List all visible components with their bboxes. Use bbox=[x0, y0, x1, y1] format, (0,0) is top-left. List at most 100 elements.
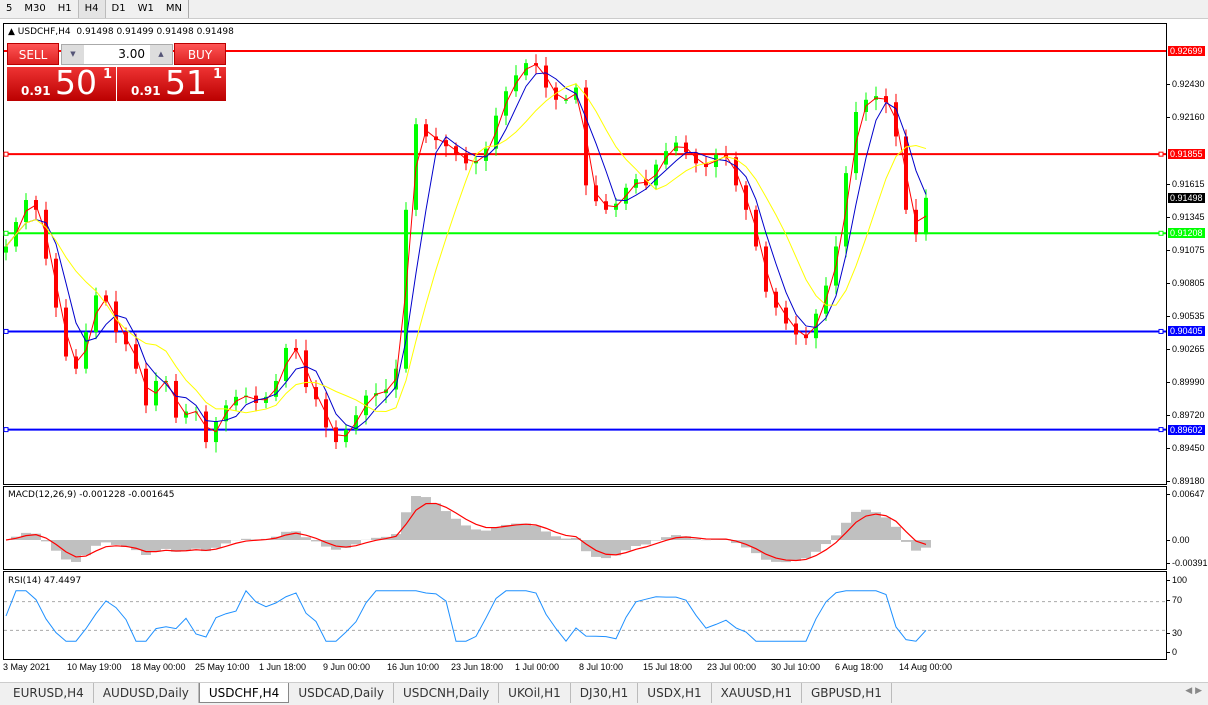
price-tick: 0.91075 bbox=[1166, 244, 1205, 255]
macd-histogram-bar bbox=[241, 538, 251, 540]
macd-histogram-bar bbox=[291, 531, 301, 540]
macd-histogram-bar bbox=[51, 540, 61, 551]
sell-price-sup: 1 bbox=[103, 67, 113, 82]
macd-histogram-bar bbox=[331, 540, 341, 550]
sell-price-big: 50 bbox=[55, 67, 97, 101]
macd-histogram-bar bbox=[111, 540, 121, 545]
macd-histogram-bar bbox=[821, 540, 831, 545]
macd-histogram-bar bbox=[891, 526, 901, 540]
rsi-tick: 70 bbox=[1165, 595, 1183, 605]
tab-eurusd-h4[interactable]: EURUSD,H4 bbox=[4, 683, 94, 703]
macd-histogram-bar bbox=[411, 496, 421, 540]
time-tick: 18 May 00:00 bbox=[131, 662, 186, 672]
line-handle bbox=[1158, 230, 1164, 236]
price-tick: 0.90805 bbox=[1166, 277, 1205, 288]
lot-size-stepper[interactable]: ▼ 3.00 ▲ bbox=[61, 44, 173, 65]
tf-h1[interactable]: H1 bbox=[57, 3, 72, 14]
line-price-tag: 0.92699 bbox=[1168, 46, 1205, 56]
tab-scroll-arrows-icon[interactable]: ◀ ▶ bbox=[1185, 686, 1202, 696]
chart-tabs: EURUSD,H4 AUDUSD,Daily USDCHF,H4 USDCAD,… bbox=[0, 682, 1208, 705]
lot-increase-icon[interactable]: ▲ bbox=[150, 45, 172, 64]
macd-histogram-bar bbox=[521, 523, 531, 540]
lot-decrease-icon[interactable]: ▼ bbox=[62, 45, 84, 64]
tf-m30[interactable]: M30 bbox=[24, 3, 46, 14]
price-tick: 0.90265 bbox=[1166, 343, 1205, 354]
macd-histogram-bar bbox=[91, 540, 101, 546]
macd-histogram-bar bbox=[341, 540, 351, 549]
tab-usdx-h1[interactable]: USDX,H1 bbox=[638, 683, 712, 703]
tf-mn[interactable]: MN bbox=[165, 3, 182, 14]
sell-price[interactable]: 0.91 50 1 bbox=[7, 67, 116, 101]
moving-average-line bbox=[5, 63, 927, 437]
macd-histogram-bar bbox=[871, 512, 881, 540]
tab-dj30-h1[interactable]: DJ30,H1 bbox=[571, 683, 639, 703]
symbol-title: USDCHF,H4 bbox=[17, 27, 71, 37]
macd-histogram-bar bbox=[791, 540, 801, 561]
tab-audusd-daily[interactable]: AUDUSD,Daily bbox=[94, 683, 199, 703]
tab-usdchf-h4[interactable]: USDCHF,H4 bbox=[198, 683, 290, 703]
macd-histogram-bar bbox=[181, 540, 191, 551]
price-tick: 0.89720 bbox=[1166, 410, 1205, 421]
rsi-tick: 100 bbox=[1165, 575, 1188, 585]
macd-histogram-bar bbox=[621, 540, 631, 551]
sell-button[interactable]: SELL bbox=[7, 43, 59, 65]
macd-histogram-bar bbox=[491, 527, 501, 540]
macd-histogram-bar bbox=[581, 540, 591, 552]
rsi-panel[interactable] bbox=[3, 571, 1167, 660]
toolbar-separator bbox=[187, 0, 189, 18]
tf-5[interactable]: 5 bbox=[6, 3, 13, 14]
price-tick: 0.92430 bbox=[1166, 78, 1205, 89]
time-tick: 25 May 10:00 bbox=[195, 662, 250, 672]
macd-histogram-bar bbox=[171, 540, 181, 552]
price-axis[interactable]: 0.92430 0.92160 0.91615 0.91345 0.91075 0.908… bbox=[1166, 0, 1208, 486]
chart-title-bar: ▲ USDCHF,H4 0.91498 0.91499 0.91498 0.91… bbox=[8, 27, 234, 37]
tf-d1[interactable]: D1 bbox=[111, 3, 126, 14]
macd-histogram-bar bbox=[841, 522, 851, 540]
line-price-tag: 0.91855 bbox=[1168, 149, 1205, 160]
macd-histogram-bar bbox=[561, 538, 571, 540]
macd-axis: 0.00647 0.00 -0.003916 bbox=[1166, 486, 1208, 570]
moving-average-line bbox=[5, 83, 927, 414]
macd-histogram-bar bbox=[371, 537, 381, 540]
macd-histogram-bar bbox=[151, 540, 161, 552]
line-handle bbox=[1158, 427, 1164, 433]
time-tick: 9 Jun 00:00 bbox=[323, 662, 371, 672]
tab-usdcad-daily[interactable]: USDCAD,Daily bbox=[289, 683, 394, 703]
macd-histogram-bar bbox=[301, 537, 311, 540]
ohlc-values: 0.91498 0.91499 0.91498 0.91498 bbox=[76, 27, 234, 37]
lot-size-input[interactable]: 3.00 bbox=[118, 47, 145, 61]
macd-histogram-bar bbox=[451, 518, 461, 540]
time-tick: 15 Jul 18:00 bbox=[643, 662, 693, 672]
macd-histogram-bar bbox=[811, 540, 821, 552]
buy-price[interactable]: 0.91 51 1 bbox=[117, 67, 226, 101]
macd-histogram-bar bbox=[751, 540, 761, 554]
rsi-line bbox=[5, 589, 927, 643]
tab-xauusd-h1[interactable]: XAUUSD,H1 bbox=[712, 683, 802, 703]
tab-gbpusd-h1[interactable]: GBPUSD,H1 bbox=[802, 683, 892, 703]
macd-histogram-bar bbox=[131, 540, 141, 551]
macd-histogram-bar bbox=[351, 540, 361, 545]
time-tick: 1 Jun 18:00 bbox=[259, 662, 307, 672]
tf-w1[interactable]: W1 bbox=[137, 3, 154, 14]
macd-histogram-bar bbox=[901, 540, 911, 542]
time-tick: 8 Jul 10:00 bbox=[579, 662, 624, 672]
macd-tick: 0.00 bbox=[1166, 535, 1190, 545]
buy-button[interactable]: BUY bbox=[174, 43, 226, 65]
tf-h4[interactable]: H4 bbox=[77, 0, 106, 18]
time-tick: 23 Jun 18:00 bbox=[451, 662, 504, 672]
macd-histogram-bar bbox=[21, 532, 31, 540]
macd-histogram-bar bbox=[441, 511, 451, 540]
rsi-tick: 0 bbox=[1165, 647, 1178, 657]
line-price-tag: 0.90405 bbox=[1168, 326, 1205, 337]
macd-panel[interactable] bbox=[3, 486, 1167, 570]
rsi-axis: 100 70 30 0 bbox=[1165, 571, 1208, 660]
macd-histogram-bar bbox=[541, 531, 551, 540]
one-click-trading-panel: SELL ▼ 3.00 ▲ BUY 0.91 50 1 0.91 51 1 bbox=[7, 43, 226, 101]
rsi-tick: 30 bbox=[1165, 628, 1183, 638]
macd-histogram-bar bbox=[511, 523, 521, 540]
tab-ukoil-h1[interactable]: UKOil,H1 bbox=[499, 683, 571, 703]
macd-tick: -0.003916 bbox=[1166, 558, 1208, 568]
sell-price-prefix: 0.91 bbox=[21, 84, 51, 98]
tab-usdcnh-daily[interactable]: USDCNH,Daily bbox=[394, 683, 500, 703]
macd-histogram-bar bbox=[861, 509, 871, 540]
